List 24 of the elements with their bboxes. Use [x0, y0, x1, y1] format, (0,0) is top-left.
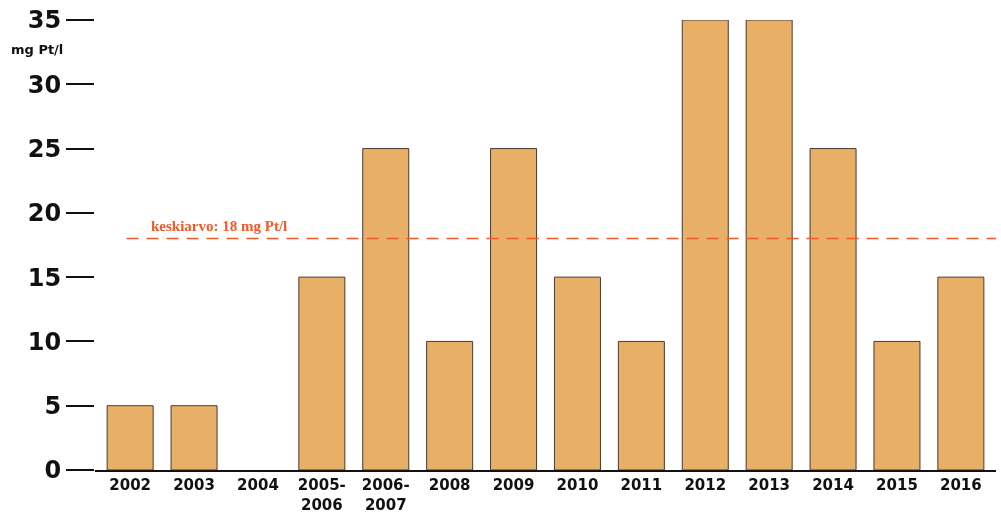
x-tick-label: 2006-2007	[361, 476, 410, 514]
y-tick-label: 25	[27, 134, 62, 163]
y-tick-label: 30	[27, 70, 62, 99]
x-tick-label: 2010	[556, 476, 599, 494]
y-tick-label: 0	[44, 456, 62, 485]
y-tick-label: 20	[27, 199, 62, 228]
x-tick-label: 2003	[173, 476, 215, 494]
x-tick-label: 2002	[109, 476, 152, 494]
x-tick-label: 2016	[939, 476, 982, 494]
y-tick-label: 10	[27, 327, 62, 356]
x-tick-label: 2013	[748, 476, 791, 494]
x-tick-label: 2015	[876, 476, 918, 494]
x-tick-label: 2014	[812, 476, 854, 494]
x-tick-label: 2009	[492, 476, 535, 494]
y-axis-title: mg Pt/l	[11, 42, 64, 57]
x-tick-label: 2004	[237, 476, 279, 494]
x-tick-label: 2008	[428, 476, 471, 494]
y-tick-label: 15	[27, 263, 62, 292]
x-tick-label: 2011	[620, 476, 663, 494]
y-tick-label: 35	[27, 6, 62, 35]
x-tick-label: 2012	[684, 476, 727, 494]
y-tick-label: 5	[44, 392, 62, 421]
x-tick-label: 2005-2006	[297, 476, 346, 514]
ref-line-label: keskiarvo: 18 mg Pt/l	[151, 218, 288, 234]
